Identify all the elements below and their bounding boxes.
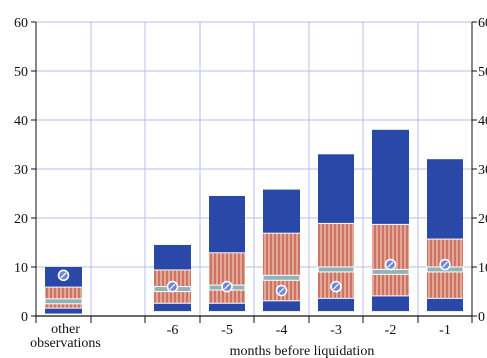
box-median	[44, 298, 83, 305]
box-1	[44, 267, 83, 314]
box-mean-slash	[333, 283, 339, 290]
y-tick-label: 30	[14, 163, 28, 178]
box-lower-band	[427, 298, 463, 312]
grid-lines	[36, 21, 472, 316]
x-tick-label: -1	[439, 323, 451, 338]
y-tick-label-right: 30	[478, 163, 487, 178]
box-upper-band	[263, 189, 300, 233]
box-upper-band	[154, 244, 191, 270]
box-mean-slash	[278, 287, 285, 294]
box-mean-slash	[60, 272, 67, 279]
box-lower-band	[45, 308, 82, 314]
boxes	[44, 129, 464, 314]
box-lower-band	[372, 296, 409, 312]
box-interquartile	[209, 253, 245, 303]
x-tick-label: -6	[167, 323, 179, 338]
box-median	[317, 266, 355, 273]
box-mean-slash	[169, 283, 176, 290]
y-tick-label-right: 20	[478, 212, 487, 227]
y-tick-label: 10	[14, 261, 28, 276]
box-8	[426, 159, 464, 312]
box-mean-slash	[224, 283, 230, 290]
y-tick-label: 60	[14, 16, 28, 31]
box-4	[208, 195, 246, 312]
box-mean-slash	[387, 261, 394, 268]
y-tick-label-right: 60	[478, 16, 487, 31]
box-interquartile	[45, 287, 82, 308]
x-tick-label: -5	[221, 323, 233, 338]
box-7	[371, 129, 410, 312]
y-tick-label-right: 10	[478, 261, 487, 276]
box-median	[262, 274, 301, 281]
y-tick-label-right: 0	[478, 310, 485, 325]
x-tick-label: -3	[330, 323, 342, 338]
box-upper-band	[318, 154, 354, 223]
y-tick-label: 40	[14, 114, 28, 129]
box-lower-band	[154, 303, 191, 312]
x-tick-label: other	[51, 322, 80, 337]
box-upper-band	[372, 129, 409, 224]
y-tick-label: 0	[21, 310, 28, 325]
box-lower-band	[318, 298, 354, 312]
y-tick-label-right: 50	[478, 65, 487, 80]
y-tick-label-right: 40	[478, 114, 487, 129]
box-lower-band	[263, 301, 300, 312]
y-tick-label: 20	[14, 212, 28, 227]
box-6	[317, 154, 355, 312]
box-mean-slash	[442, 261, 448, 268]
box-5	[262, 189, 301, 312]
x-tick-label: observations	[30, 336, 101, 351]
box-upper-band	[427, 159, 463, 239]
box-3	[153, 244, 192, 312]
x-tick-label: -2	[385, 323, 397, 338]
box-upper-band	[209, 195, 245, 253]
y-axis: 0 0 10 10 20 20 30 30 40 40 50 50 60 60	[14, 16, 487, 325]
x-axis-title: months before liquidation	[230, 344, 375, 358]
y-tick-label: 50	[14, 65, 28, 80]
box-lower-band	[209, 303, 245, 312]
x-tick-label: -4	[276, 323, 288, 338]
